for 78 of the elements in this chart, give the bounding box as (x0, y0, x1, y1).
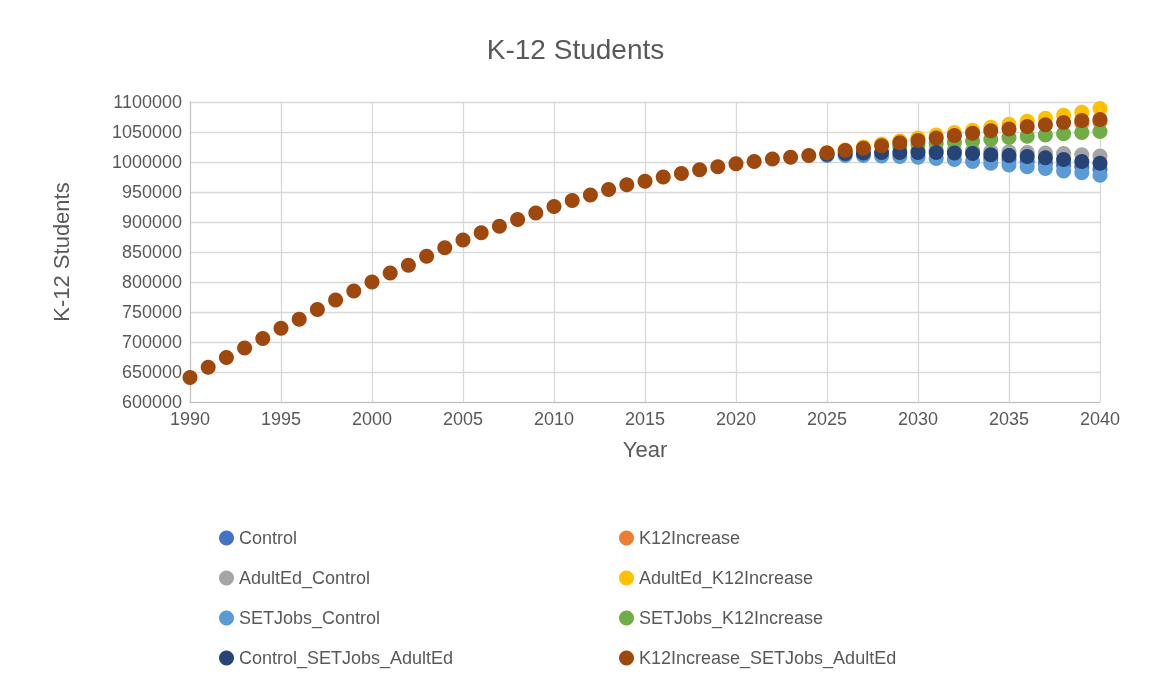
point (1092, 155, 1108, 171)
point (346, 283, 362, 299)
legend-label: AdultEd_Control (239, 568, 371, 589)
x-tick-label: 1990 (169, 409, 211, 429)
point (710, 159, 726, 175)
point (491, 218, 507, 234)
point (382, 265, 398, 281)
point (255, 330, 271, 346)
point (1037, 117, 1053, 133)
point (783, 149, 799, 165)
legend-label: Control_SETJobs_AdultEd (239, 648, 454, 669)
point (728, 156, 744, 172)
x-tick-label: 2040 (1079, 409, 1121, 429)
x-tick-label: 2005 (442, 409, 484, 429)
point (437, 240, 453, 256)
y-tick-label: 700000 (121, 332, 182, 352)
point (528, 205, 544, 221)
x-tick-label: 2025 (806, 409, 848, 429)
x-tick-label: 2030 (897, 409, 939, 429)
y-tick-label: 1050000 (111, 122, 182, 142)
x-tick-label: 2015 (624, 409, 666, 429)
point (473, 225, 489, 241)
point (601, 182, 617, 198)
legend-label: SETJobs_K12Increase (639, 608, 824, 629)
y-tick-label: 950000 (121, 182, 182, 202)
point (983, 123, 999, 139)
chart-title: K-12 Students (486, 33, 665, 65)
legend-label: SETJobs_Control (239, 608, 381, 629)
point (801, 147, 817, 163)
y-tick-label: 650000 (121, 362, 182, 382)
legend-label: Control (239, 528, 298, 548)
y-tick-label: 800000 (121, 272, 182, 292)
point (200, 359, 216, 375)
point (455, 232, 471, 248)
point (1019, 149, 1035, 165)
point (400, 257, 416, 273)
point (273, 320, 289, 336)
point (692, 162, 708, 178)
point (218, 350, 234, 366)
x-tick-label: 1995 (260, 409, 302, 429)
point (182, 369, 198, 385)
point (546, 198, 562, 214)
point (1074, 153, 1090, 169)
point (419, 248, 435, 264)
point (1001, 121, 1017, 137)
point (237, 340, 253, 356)
point (746, 153, 762, 169)
point (1019, 119, 1035, 135)
x-tick-label: 2000 (351, 409, 393, 429)
y-tick-label: 850000 (121, 242, 182, 262)
point (328, 292, 344, 308)
x-tick-label: 2035 (988, 409, 1030, 429)
x-tick-label: 2010 (533, 409, 575, 429)
x-axis-title: Year (622, 436, 668, 462)
y-tick-label: 600000 (121, 392, 182, 412)
point (673, 165, 689, 181)
point (582, 187, 598, 203)
point (637, 173, 653, 189)
legend-label: K12Increase (639, 528, 741, 548)
point (764, 151, 780, 167)
legend-label: AdultEd_K12Increase (639, 568, 814, 589)
y-axis-title: K-12 Students (48, 182, 74, 322)
point (1037, 150, 1053, 166)
y-tick-label: 750000 (121, 302, 182, 322)
y-tick-label: 1100000 (113, 92, 182, 112)
y-tick-label: 1000000 (111, 152, 182, 172)
point (309, 302, 325, 318)
point (1056, 114, 1072, 130)
legend-label: K12Increase_SETJobs_AdultEd (639, 648, 897, 669)
point (510, 212, 526, 228)
point (291, 311, 307, 327)
point (364, 274, 380, 290)
y-tick-label: 900000 (121, 212, 182, 232)
point (619, 177, 635, 193)
point (655, 169, 671, 185)
point (1056, 152, 1072, 168)
point (564, 192, 580, 208)
x-tick-label: 2020 (715, 409, 757, 429)
